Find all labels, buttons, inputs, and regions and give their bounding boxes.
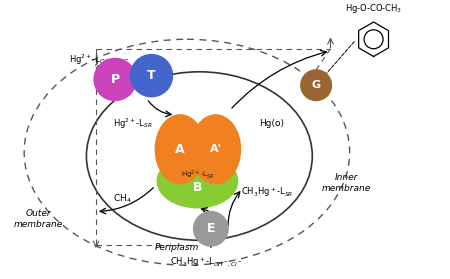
Circle shape <box>94 58 136 100</box>
Text: Hg$^{2+}$-L$_{SR}$: Hg$^{2+}$-L$_{SR}$ <box>113 116 153 131</box>
Text: A: A <box>176 143 185 156</box>
Ellipse shape <box>191 115 240 184</box>
Text: Periplasm: Periplasm <box>155 244 199 252</box>
Text: B: B <box>193 181 202 194</box>
Text: Outer
membrane: Outer membrane <box>14 209 63 229</box>
Text: Hg(o): Hg(o) <box>259 119 284 128</box>
Circle shape <box>130 55 172 97</box>
Text: CH$_4$: CH$_4$ <box>113 193 132 205</box>
Ellipse shape <box>155 115 205 184</box>
Text: Hg-O-CO-CH$_3$: Hg-O-CO-CH$_3$ <box>345 2 402 15</box>
Circle shape <box>194 211 228 246</box>
Text: CH$_3$Hg$^+$-L$_{SR}$: CH$_3$Hg$^+$-L$_{SR}$ <box>242 186 294 199</box>
Ellipse shape <box>157 154 238 208</box>
Text: E: E <box>207 222 215 235</box>
Circle shape <box>301 70 332 100</box>
Text: Inner
membrane: Inner membrane <box>322 173 371 193</box>
Text: G: G <box>311 80 321 90</box>
Text: Hg$^{2+}$-L$_{SR}$: Hg$^{2+}$-L$_{SR}$ <box>180 169 214 181</box>
Text: Hg$^{2+}$-L$_{OH^-,Cl^-}$: Hg$^{2+}$-L$_{OH^-,Cl^-}$ <box>69 53 130 68</box>
Text: T: T <box>147 69 156 82</box>
Text: P: P <box>111 73 120 86</box>
Text: CH$_3$Hg$^+$-L$_{OH^-,Cl^-}$: CH$_3$Hg$^+$-L$_{OH^-,Cl^-}$ <box>170 256 243 269</box>
Text: A': A' <box>210 144 221 154</box>
